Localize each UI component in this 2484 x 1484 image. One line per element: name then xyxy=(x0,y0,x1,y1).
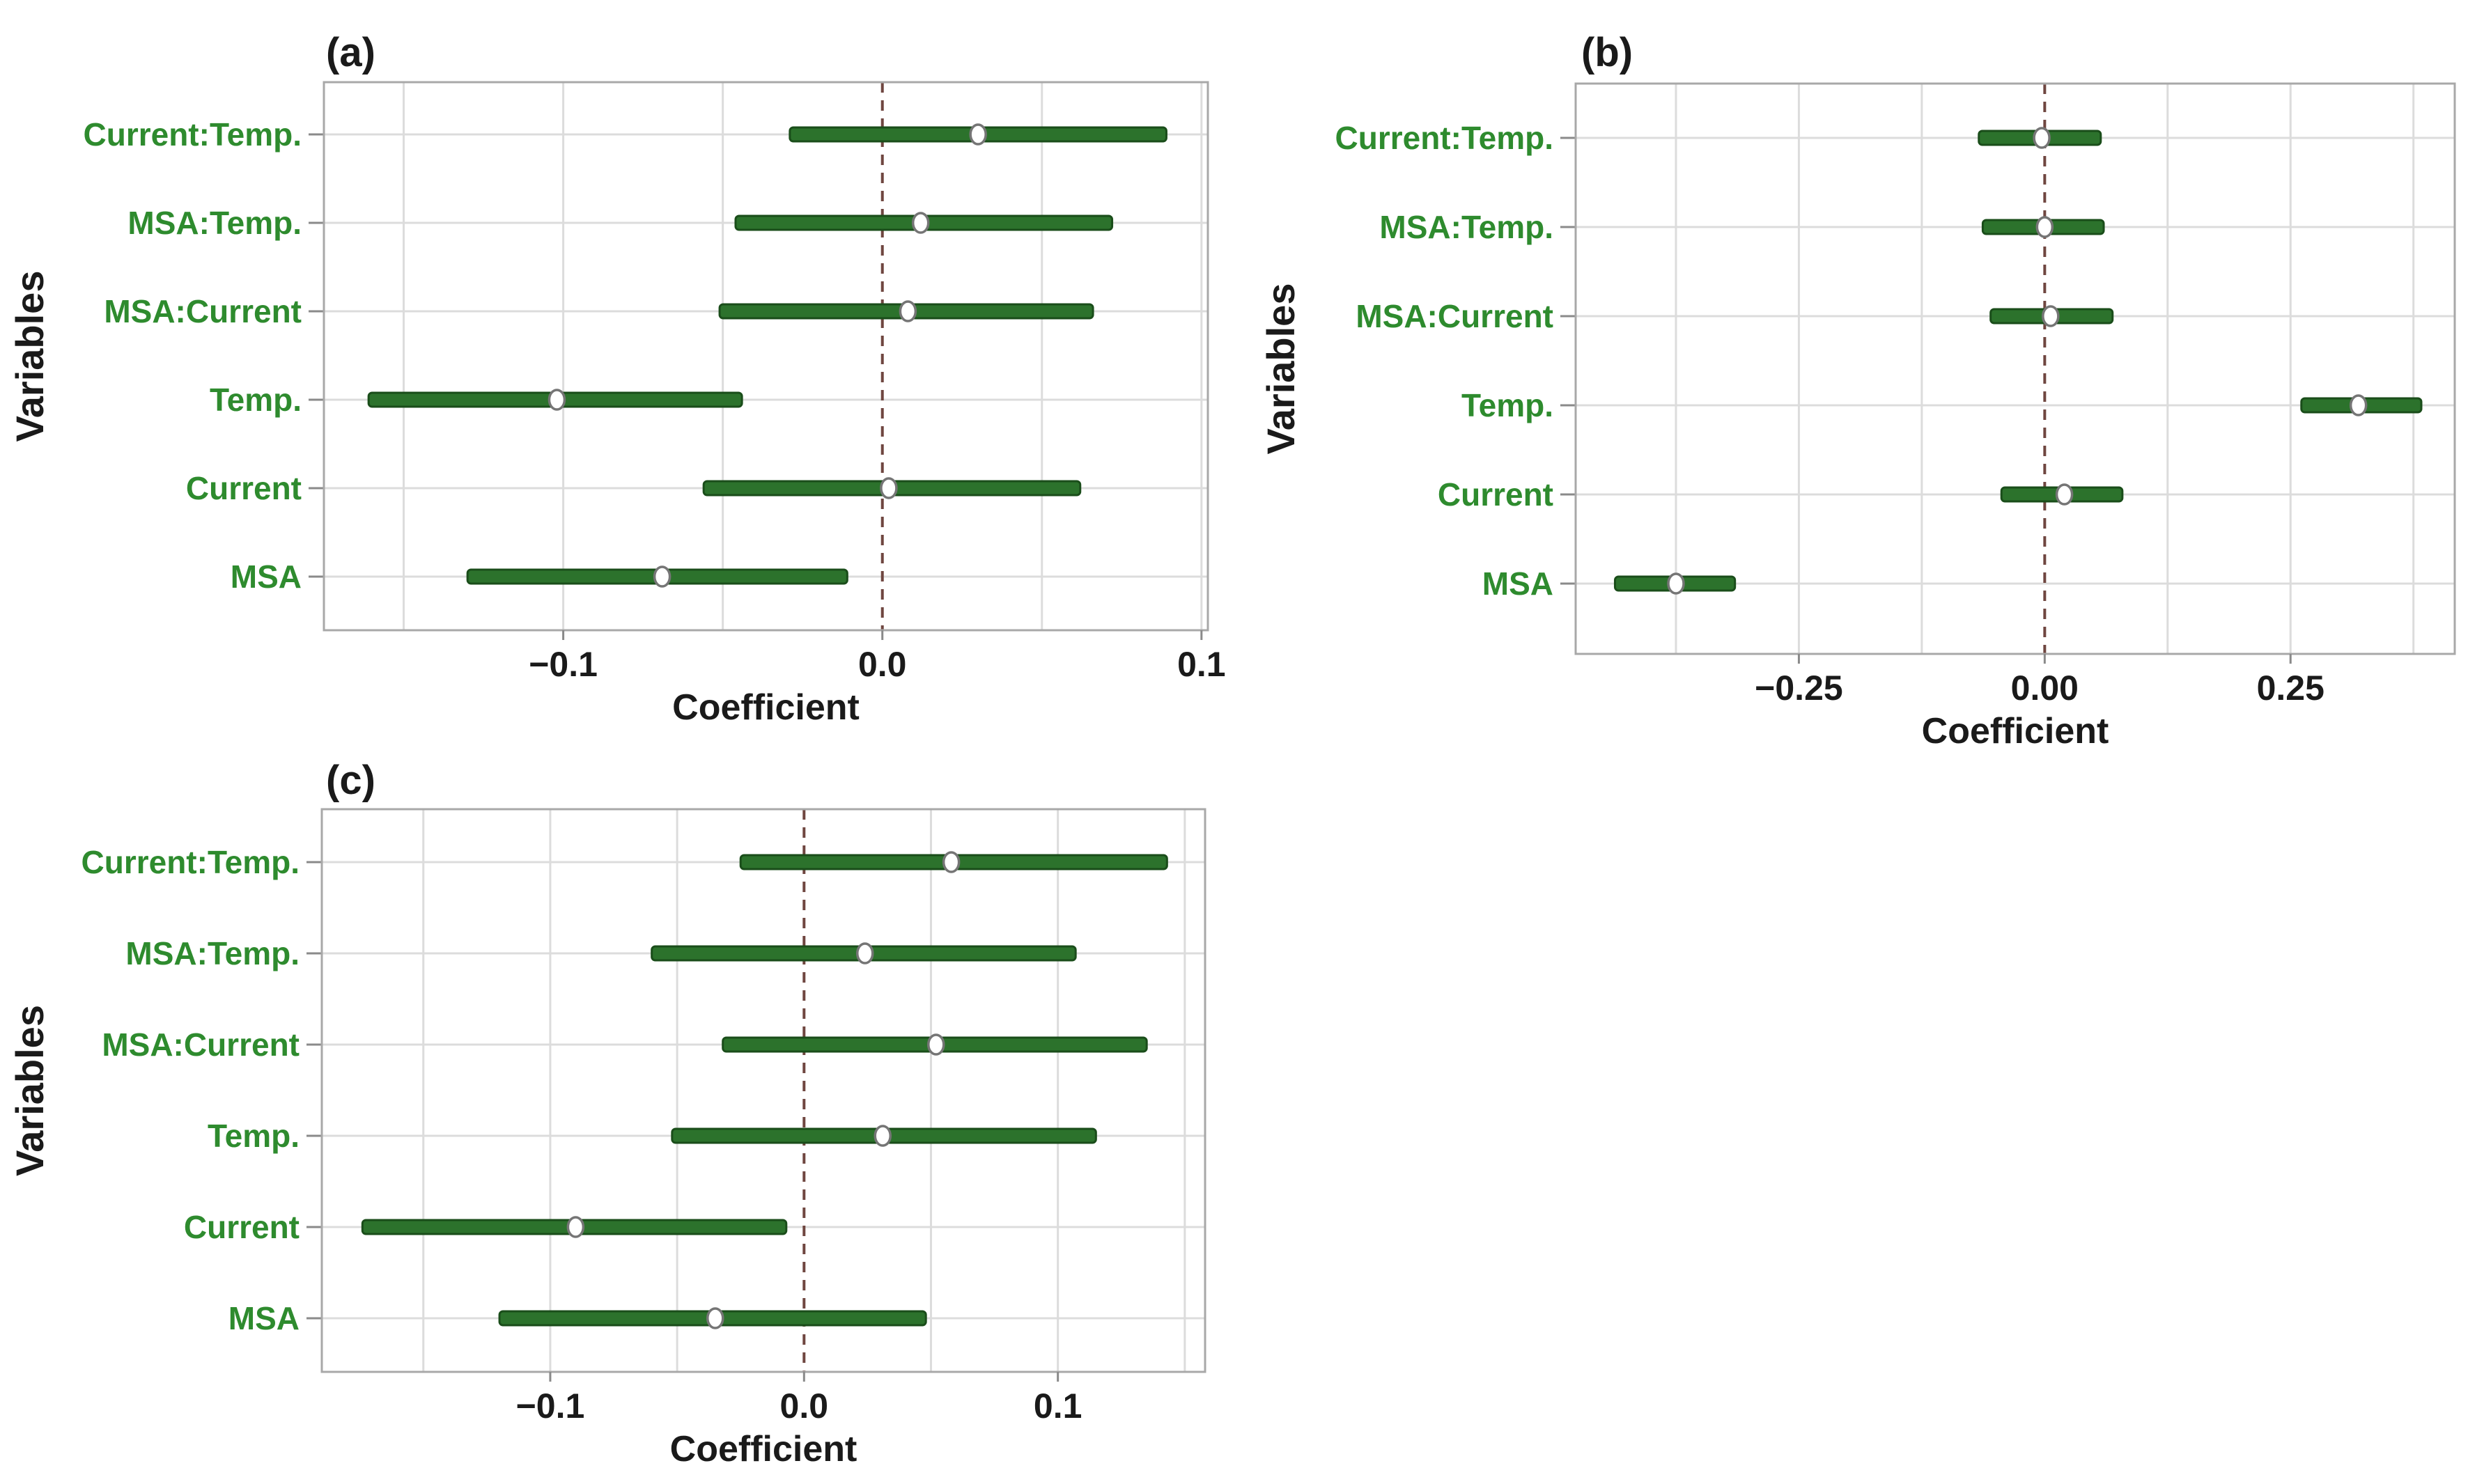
point-marker xyxy=(2035,216,2054,238)
plot-border xyxy=(1574,82,2456,655)
x-tick-label: 0.1 xyxy=(1034,1387,1082,1426)
x-tick-label: 0.0 xyxy=(780,1387,829,1426)
point-marker xyxy=(2042,305,2060,327)
category-label: Temp. xyxy=(210,382,302,418)
point-marker xyxy=(653,565,672,588)
category-label: MSA xyxy=(1482,565,1553,602)
panel-b: Current:Temp. MSA:Temp. MSA:Current Temp. Cu… xyxy=(1259,30,2456,751)
y-axis-title: Variables xyxy=(1259,283,1303,455)
category-label: Temp. xyxy=(208,1118,300,1154)
point-marker xyxy=(969,123,987,146)
point-marker xyxy=(855,942,874,964)
category-label: Current xyxy=(184,1209,300,1245)
point-marker xyxy=(2055,483,2074,506)
point-marker xyxy=(911,212,930,234)
panel-letter: (c) xyxy=(326,758,375,803)
category-label: MSA xyxy=(228,1300,300,1336)
category-label: MSA:Current xyxy=(1356,298,1553,334)
point-marker xyxy=(566,1216,585,1238)
x-axis-title: Coefficient xyxy=(672,687,860,728)
point-marker xyxy=(1667,572,1685,595)
category-label: MSA:Current xyxy=(102,1026,300,1063)
x-tick-label: −0.25 xyxy=(1755,669,1843,708)
category-label: Current:Temp. xyxy=(1335,120,1554,156)
point-marker xyxy=(899,300,917,322)
category-label: MSA:Temp. xyxy=(127,205,302,241)
category-label: MSA:Temp. xyxy=(125,935,300,971)
y-axis-title: Variables xyxy=(8,271,52,442)
plot-border xyxy=(320,808,1206,1373)
category-label: Current xyxy=(186,470,302,506)
point-marker xyxy=(2033,127,2051,149)
panel-a: Current:Temp. MSA:Temp. MSA:Current Temp. Cu… xyxy=(8,30,1226,728)
x-axis-title: Coefficient xyxy=(1922,711,2109,751)
x-tick-label: 0.1 xyxy=(1177,645,1226,684)
panel-c: Current:Temp. MSA:Temp. MSA:Current Temp. Cu… xyxy=(8,758,1206,1469)
category-label: Current:Temp. xyxy=(84,116,302,153)
point-marker xyxy=(874,1125,892,1147)
point-marker xyxy=(942,851,961,873)
category-label: MSA:Current xyxy=(104,293,302,329)
x-tick-label: −0.1 xyxy=(516,1387,585,1426)
x-tick-label: 0.0 xyxy=(858,645,907,684)
point-marker xyxy=(2349,394,2368,416)
point-marker xyxy=(927,1033,945,1056)
y-axis-title: Variables xyxy=(8,1005,52,1176)
category-label: MSA xyxy=(231,559,302,595)
x-axis-title: Coefficient xyxy=(670,1429,857,1469)
point-marker xyxy=(880,477,898,499)
point-marker xyxy=(706,1307,724,1329)
category-label: Temp. xyxy=(1461,387,1553,423)
x-tick-label: 0.00 xyxy=(2011,669,2079,708)
category-label: MSA:Temp. xyxy=(1379,209,1553,245)
panel-letter: (b) xyxy=(1581,30,1633,75)
point-marker xyxy=(548,389,566,411)
panel-letter: (a) xyxy=(326,30,375,75)
category-label: Current xyxy=(1438,476,1553,513)
plot-border xyxy=(323,81,1209,632)
x-tick-label: 0.25 xyxy=(2257,669,2324,708)
x-tick-label: −0.1 xyxy=(529,645,598,684)
category-label: Current:Temp. xyxy=(81,844,300,880)
